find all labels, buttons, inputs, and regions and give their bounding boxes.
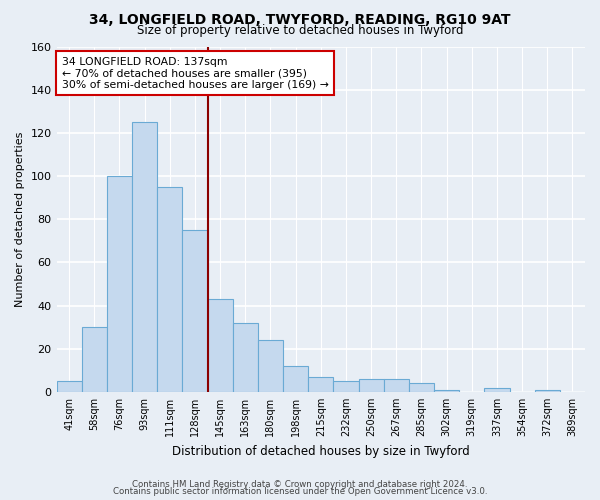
X-axis label: Distribution of detached houses by size in Twyford: Distribution of detached houses by size … xyxy=(172,444,470,458)
Bar xyxy=(535,390,560,392)
Bar xyxy=(82,327,107,392)
Bar xyxy=(359,379,383,392)
Text: Contains HM Land Registry data © Crown copyright and database right 2024.: Contains HM Land Registry data © Crown c… xyxy=(132,480,468,489)
Bar xyxy=(157,187,182,392)
Bar xyxy=(334,381,359,392)
Text: Size of property relative to detached houses in Twyford: Size of property relative to detached ho… xyxy=(137,24,463,37)
Bar xyxy=(132,122,157,392)
Bar xyxy=(56,381,82,392)
Bar xyxy=(308,377,334,392)
Text: Contains public sector information licensed under the Open Government Licence v3: Contains public sector information licen… xyxy=(113,488,487,496)
Text: 34, LONGFIELD ROAD, TWYFORD, READING, RG10 9AT: 34, LONGFIELD ROAD, TWYFORD, READING, RG… xyxy=(89,12,511,26)
Bar xyxy=(283,366,308,392)
Text: 34 LONGFIELD ROAD: 137sqm
← 70% of detached houses are smaller (395)
30% of semi: 34 LONGFIELD ROAD: 137sqm ← 70% of detac… xyxy=(62,57,329,90)
Bar xyxy=(208,299,233,392)
Bar xyxy=(484,388,509,392)
Bar xyxy=(383,379,409,392)
Y-axis label: Number of detached properties: Number of detached properties xyxy=(15,132,25,307)
Bar xyxy=(434,390,459,392)
Bar xyxy=(409,384,434,392)
Bar xyxy=(258,340,283,392)
Bar xyxy=(107,176,132,392)
Bar xyxy=(233,323,258,392)
Bar xyxy=(182,230,208,392)
